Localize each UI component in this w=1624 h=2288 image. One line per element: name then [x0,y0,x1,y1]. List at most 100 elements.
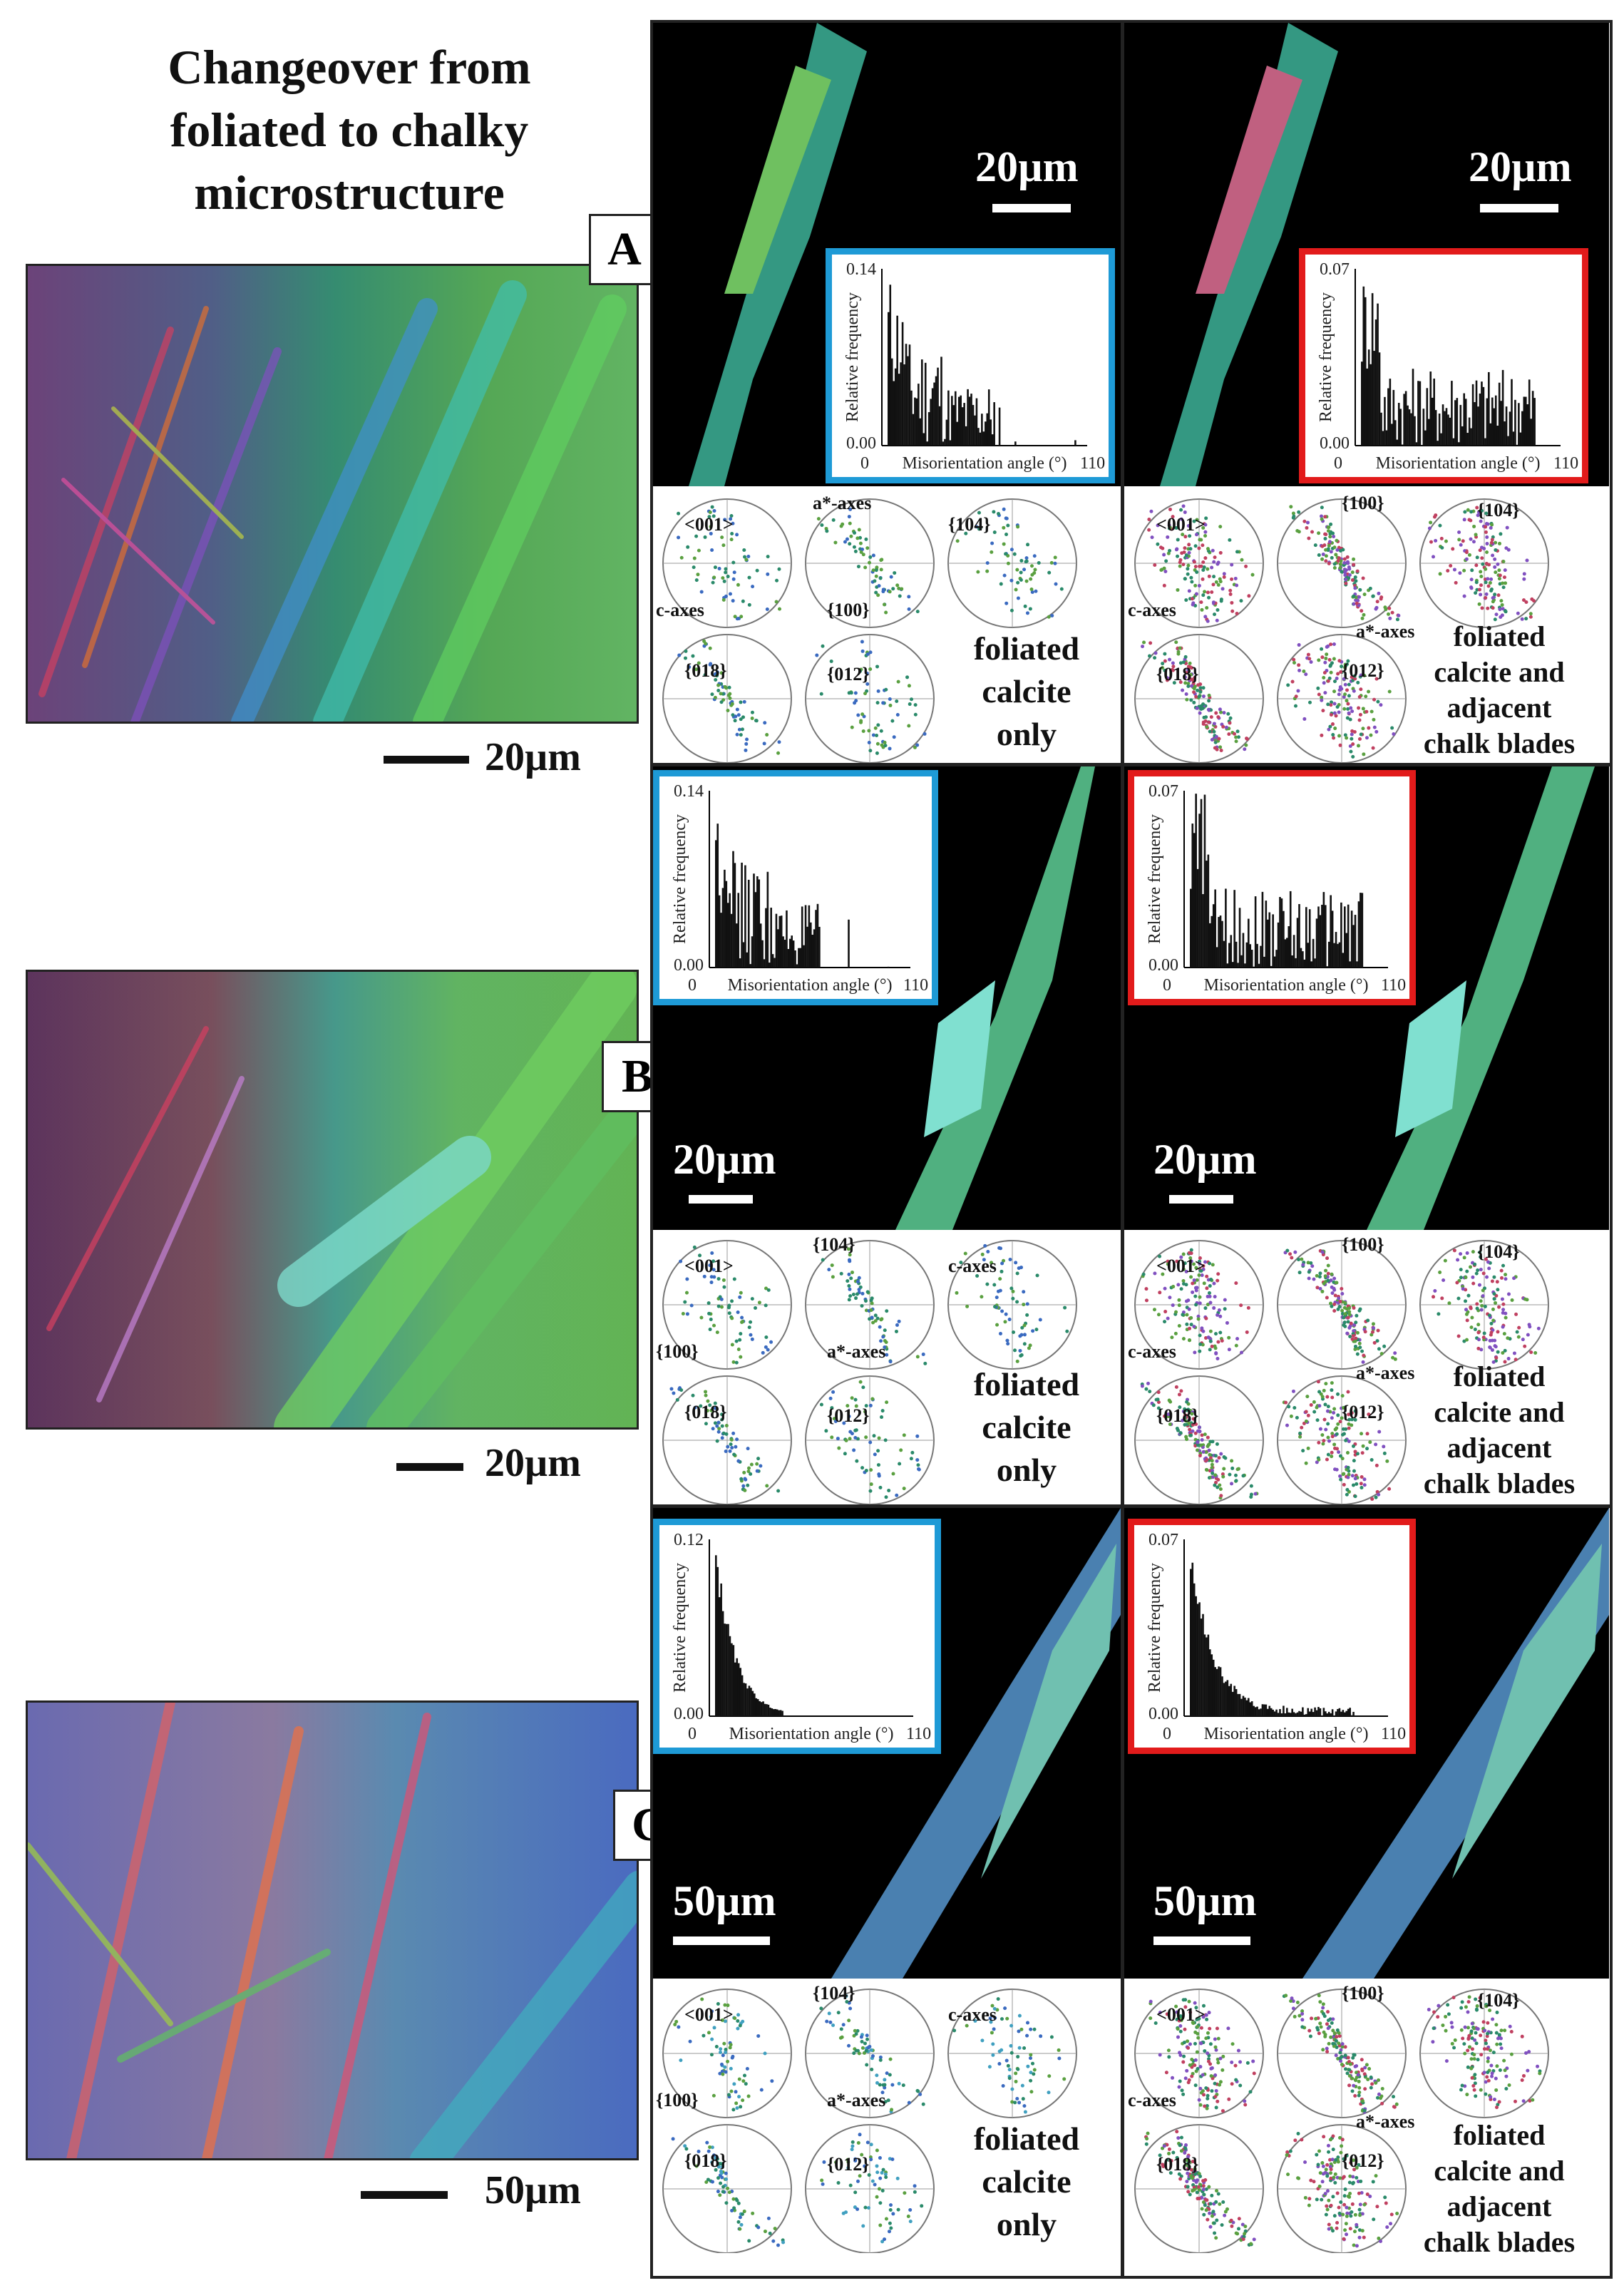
hist-bar [1414,416,1416,446]
caption-line: foliated [973,1366,1080,1402]
pole-figure-label: c-axes [1128,600,1176,620]
hist-bar [810,922,812,968]
hist-bar [1286,1708,1288,1716]
hist-x-label: Misorientation angle (°) [1204,1725,1369,1743]
hist-bar [1433,378,1435,446]
hist-xtick-min: 0 [688,1725,697,1743]
panel-c-left-scale-label: 50µm [673,1877,776,1924]
pole-figure [1277,1989,1407,2118]
hist-bar [764,1703,766,1716]
hist-bar [1258,963,1260,968]
hist-bar [907,356,909,446]
hist-bar [742,942,745,968]
pole-figure-label: <001> [684,514,734,535]
map-a-scale-bar [384,756,469,764]
hist-bar [975,398,978,446]
hist-bar [848,919,850,968]
hist-bar [747,879,750,968]
hist-bar [761,940,764,968]
hist-bar [1419,381,1422,446]
pole-figure-label: a*-axes [1356,1363,1414,1383]
hist-bar [774,958,776,968]
hist-bar [1214,889,1216,968]
hist-bar [1206,1637,1208,1716]
hist-bar [1203,1634,1206,1716]
caption-line: only [996,2206,1057,2242]
caption-line: foliated [1453,2119,1546,2151]
pole-figure-label: {104} [813,1234,855,1255]
hist-bar [1489,423,1492,446]
hist-bar [1200,1618,1203,1716]
hist-bar [919,418,922,446]
pole-figure-label: c-axes [1128,2090,1176,2110]
hist-bar [1479,393,1481,446]
hist-bar [1373,351,1375,446]
hist-bar [967,389,969,446]
panel-a-right-scale-bar [1480,204,1558,212]
hist-bar [1360,893,1362,968]
hist-bar [1367,349,1370,446]
hist-bar [1283,910,1285,968]
hist-bar [920,359,923,446]
hist-bar [1296,918,1299,968]
hist-bar [753,873,755,968]
hist-bar [1424,430,1427,446]
hist-bar [1200,799,1203,968]
hist-bar [1250,1701,1253,1716]
hist-bar [759,1700,761,1716]
ebsd-map-c-image [28,1703,637,2158]
hist-bar [1377,303,1379,446]
hist-bar [1250,950,1253,968]
hist-bar [1380,412,1382,446]
hist-ytick-min: 0.00 [1320,434,1350,453]
hist-bar [901,322,904,446]
hist-bar [961,407,964,446]
hist-bar [1253,966,1255,968]
pole-figure-label: a*-axes [1356,2111,1414,2132]
hist-bar [1511,379,1513,446]
hist-bar [1317,1707,1320,1716]
hist-y-label: Relative frequency [1146,814,1164,944]
hist-bar [1500,401,1502,446]
hist-bar [771,954,774,968]
hist-bar [1228,1686,1230,1716]
hist-bar [893,381,895,446]
hist-bar [1349,1708,1351,1716]
caption-line: chalk blades [1423,2226,1576,2258]
hist-bar [1514,399,1516,446]
figure-title: Changeover from foliated to chalky micro… [107,36,592,224]
hist-bar [1244,1697,1246,1716]
pole-figures-c-left: <001> {104} c-axes {100} a*-axes {018} {012} [656,1982,1119,2254]
pole-figure-label: a*-axes [813,493,871,513]
hist-bar [1292,1712,1295,1716]
pole-figure [1419,1989,1549,2118]
hist-bar [1512,431,1515,446]
pole-figure [1134,1240,1264,1370]
hist-bar [889,284,892,446]
caption-line: calcite [982,673,1071,709]
hist-bar [914,397,916,446]
caption-line: calcite and [1434,656,1565,688]
ebsd-map-a [26,264,639,724]
hist-bar [986,413,989,446]
pole-figures-b-right: <001> {100} {104} c-axes a*-axes {018} {012} [1128,1233,1591,1505]
hist-bar [744,1683,747,1716]
hist-bar [1268,912,1271,968]
hist-bar [1307,943,1310,968]
hist-bar [1273,956,1276,968]
hist-bar [770,908,772,968]
hist-bar [951,396,953,446]
hist-bar [781,1710,783,1716]
hist-bar [1260,1708,1262,1716]
hist-bar [1366,368,1369,446]
hist-bar [1322,1708,1325,1716]
hist-bar [1302,951,1304,968]
hist-bar [1333,943,1335,968]
pole-figure [1134,2124,1264,2254]
hist-bar [1286,938,1288,968]
hist-bar [1312,938,1315,968]
caption-line: foliated [1453,620,1546,652]
hist-bar [1401,444,1404,446]
hist-bar [985,421,987,446]
hist-bar [794,950,796,968]
